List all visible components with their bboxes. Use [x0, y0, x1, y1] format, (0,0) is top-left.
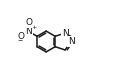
- Text: O: O: [25, 18, 32, 27]
- Text: +: +: [31, 25, 36, 30]
- Text: N: N: [61, 29, 68, 38]
- Text: −: −: [17, 38, 22, 43]
- Text: N: N: [25, 27, 32, 36]
- Text: O: O: [18, 32, 25, 41]
- Text: N: N: [67, 37, 74, 46]
